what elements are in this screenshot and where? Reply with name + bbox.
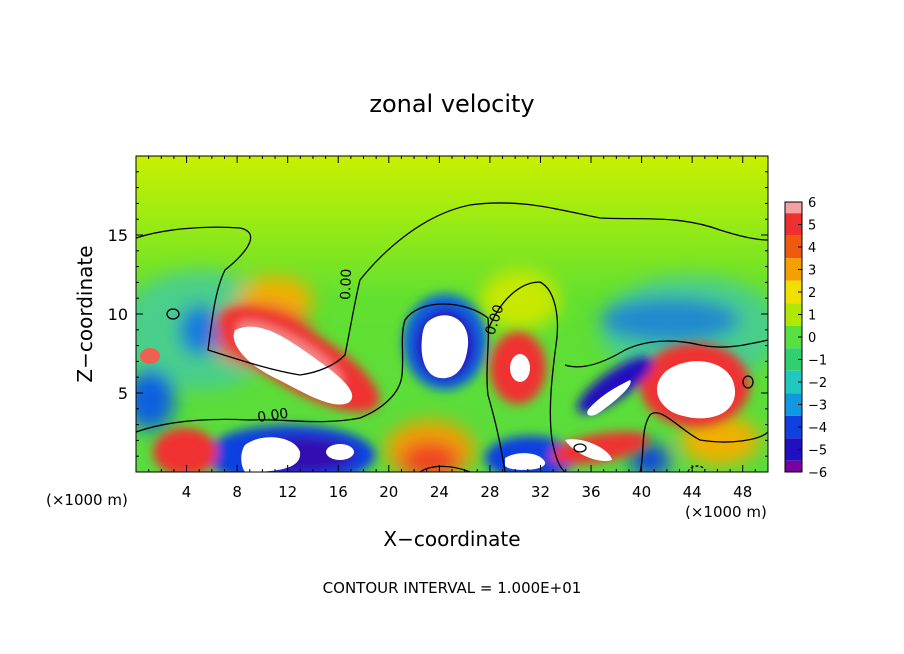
x-axis-label: X−coordinate: [383, 527, 520, 551]
x-tick-label: 20: [379, 483, 398, 501]
y-axis-ticks: 5 10 15: [108, 171, 768, 457]
contour-label-mid: 0.00: [338, 268, 355, 300]
core-red-right: [656, 361, 735, 419]
blue-low-left: [180, 305, 220, 355]
contour-bottom-right: [639, 412, 768, 472]
colorbar-swatch: [785, 202, 802, 214]
core-diagonal-blue: [587, 380, 631, 416]
contour-middle: [136, 303, 506, 472]
contour-interval-footer: CONTOUR INTERVAL = 1.000E+01: [323, 579, 582, 597]
colorbar-tick-label: 0: [808, 331, 816, 346]
colorbar-swatch: [785, 393, 802, 416]
core-bottom-left: [241, 437, 301, 472]
colorbar-tick-label: 4: [808, 241, 816, 256]
colorbar-swatch: [785, 460, 802, 472]
colorbar-tick-label: 6: [808, 196, 816, 211]
colorbar-tick-label: 1: [808, 309, 816, 324]
colorbar-tick-label: −5: [808, 444, 827, 459]
x-tick-label: 12: [278, 483, 297, 501]
x-tick-label: 16: [329, 483, 348, 501]
colorbar-swatch: [785, 303, 802, 326]
red-bottom-center-core: [400, 442, 460, 472]
x-tick-label: 36: [581, 483, 600, 501]
x-tick-label: 32: [531, 483, 550, 501]
y-tick-label: 10: [108, 305, 128, 324]
blue-left-edge: [136, 370, 175, 430]
core-bottom-16: [326, 444, 354, 460]
colorbar-tick-label: −1: [808, 354, 827, 369]
blue-diagonal-right: [577, 356, 653, 414]
y-axis-label: Z−coordinate: [73, 245, 97, 382]
x-tick-label: 4: [182, 483, 192, 501]
colorbar-tick-label: −4: [808, 421, 827, 436]
chart-title: zonal velocity: [369, 90, 534, 118]
colorbar-swatch: [785, 438, 802, 461]
contour-small-loop-c: [573, 443, 587, 453]
colorbar-tick-label: 3: [808, 264, 816, 279]
contour-right: [564, 339, 768, 368]
x-tick-label: 28: [480, 483, 499, 501]
y-tick-label: 15: [108, 226, 128, 245]
colorbar-tick-label: −6: [808, 466, 827, 481]
core-blue-center: [421, 315, 469, 379]
contour-label-left: 0.00: [256, 406, 289, 426]
orange-right: [680, 415, 760, 465]
core-left-streak: [233, 326, 353, 405]
colorbar: 6 5 4 3 2 1 0 −1 −2 −3 −4 −5 −6: [784, 196, 827, 481]
colorbar-swatch: [785, 415, 802, 439]
colorbar-tick-label: 5: [808, 219, 816, 234]
x-tick-label: 40: [632, 483, 651, 501]
saturation-cores: [140, 315, 735, 472]
colorbar-swatch: [785, 348, 802, 371]
colorbar-tick-label: 2: [808, 286, 816, 301]
contour-top: [136, 202, 768, 376]
x-axis-ticks: 4 8 12 16 20 24 28 32 36 40 44 48: [148, 156, 756, 501]
x-tick-label: 8: [232, 483, 242, 501]
core-left-edge: [140, 348, 160, 364]
x-scale-right: (×1000 m): [685, 503, 767, 521]
blue-right-upper: [600, 298, 740, 342]
contour-small-loop-b: [742, 375, 754, 389]
x-tick-label: 48: [733, 483, 752, 501]
contour-center-right: [487, 281, 566, 472]
colorbar-swatch: [785, 213, 802, 236]
core-bottom-mid: [505, 453, 546, 470]
zero-contours: [136, 202, 768, 472]
yellow-center: [480, 270, 560, 330]
plot-field: 0.00 0.00 0.00: [136, 156, 768, 472]
colorbar-swatch: [785, 325, 802, 349]
colorbar-tick-label: −3: [808, 399, 827, 414]
colorbar-tick-label: −2: [808, 376, 827, 391]
core-red-center: [510, 354, 530, 382]
y-tick-label: 5: [118, 384, 128, 403]
blue-bottom-right: [630, 444, 670, 472]
colorbar-swatch: [785, 280, 802, 304]
red-bottom-left: [153, 428, 217, 472]
colorbar-swatch: [785, 235, 802, 259]
colorbar-swatch: [785, 258, 802, 281]
colorbar-swatch: [785, 370, 802, 394]
contour-dashed-cell: [687, 465, 706, 472]
x-tick-label: 24: [430, 483, 449, 501]
x-tick-label: 44: [683, 483, 702, 501]
x-scale-left: (×1000 m): [46, 491, 128, 509]
contour-small-loop-a: [166, 308, 180, 320]
